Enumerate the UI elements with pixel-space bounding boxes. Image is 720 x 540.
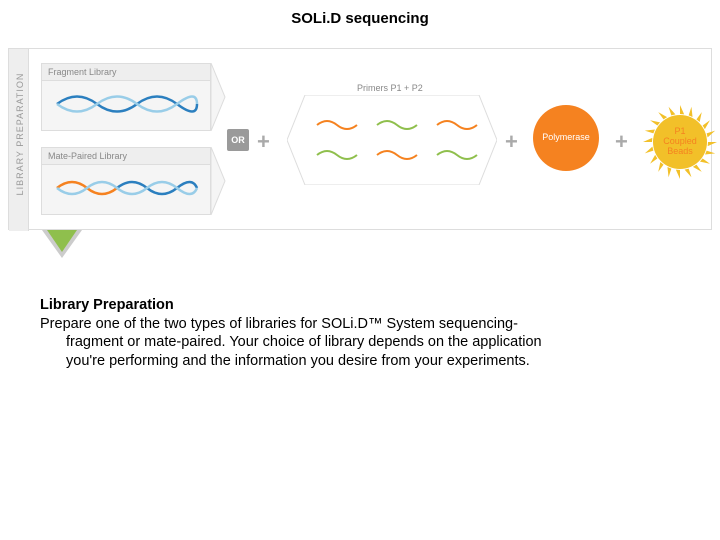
diagram-panel: LIBRARY PREPARATION Fragment Library Mat… xyxy=(8,48,712,230)
primers-box: Primers P1 + P2 xyxy=(287,95,497,185)
body-text: Library Preparation Prepare one of the t… xyxy=(40,296,680,370)
mate-paired-library-box: Mate-Paired Library xyxy=(41,147,211,215)
plus-1-icon: + xyxy=(257,129,270,155)
or-tag: OR xyxy=(227,129,249,151)
body-line-3: you're performing and the information yo… xyxy=(40,352,680,371)
pointer-triangle-icon xyxy=(42,230,82,264)
fragment-arrow-icon xyxy=(211,63,229,131)
body-line-1: Prepare one of the two types of librarie… xyxy=(40,315,680,334)
mate-arrow-icon xyxy=(211,147,229,215)
polymerase-label: Polymerase xyxy=(533,133,599,143)
mate-paired-wave-icon xyxy=(52,168,202,208)
primers-shape-icon xyxy=(287,95,497,185)
primers-title: Primers P1 + P2 xyxy=(357,83,423,93)
plus-2-icon: + xyxy=(505,129,518,155)
page-title: SOLi.D sequencing xyxy=(0,10,720,27)
fragment-wave-icon xyxy=(52,84,202,124)
sidebar-tab: LIBRARY PREPARATION xyxy=(9,49,29,231)
body-heading: Library Preparation xyxy=(40,296,680,315)
body-line-2: fragment or mate-paired. Your choice of … xyxy=(40,333,680,352)
beads-label: P1CoupledBeads xyxy=(643,127,717,157)
sidebar-label: LIBRARY PREPARATION xyxy=(15,59,25,209)
mate-paired-library-title: Mate-Paired Library xyxy=(42,148,210,165)
plus-3-icon: + xyxy=(615,129,628,155)
beads-item: P1CoupledBeads xyxy=(643,105,717,179)
fragment-library-title: Fragment Library xyxy=(42,64,210,81)
polymerase-circle: Polymerase xyxy=(533,105,599,171)
fragment-library-box: Fragment Library xyxy=(41,63,211,131)
